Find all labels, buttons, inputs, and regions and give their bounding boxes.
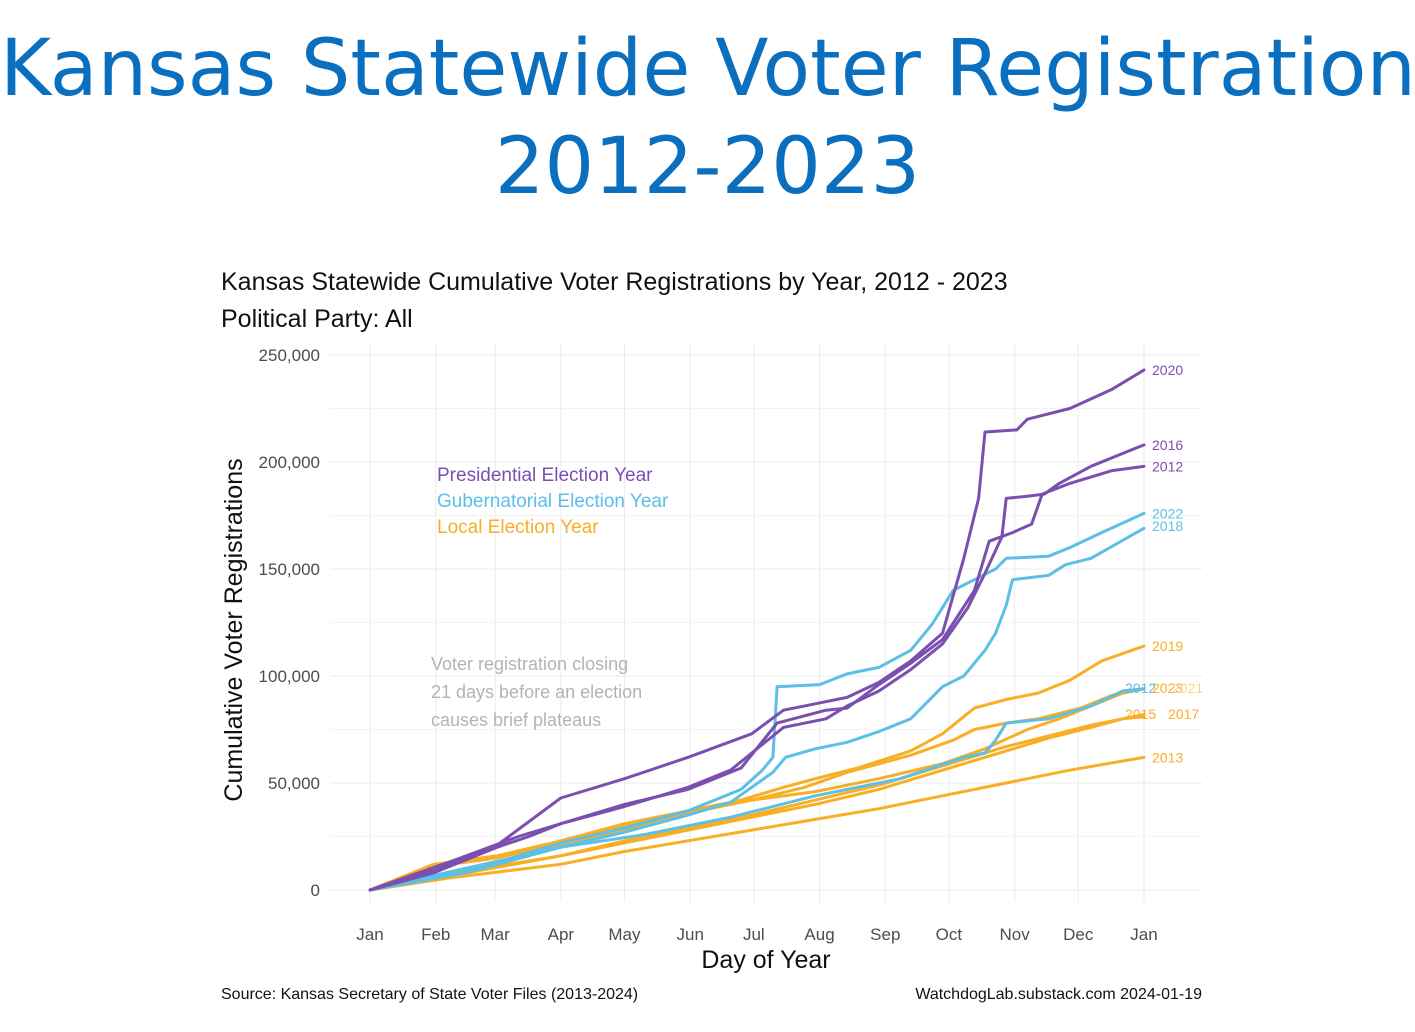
series-end-label: 2012 [1125,680,1156,696]
y-axis-ticks: 0 50,000 100,000 150,000 200,000 250,000 [259,346,320,900]
series-line [368,526,1146,892]
series-line [368,715,1146,892]
series-lines [368,368,1146,892]
credit-note: WatchdogLab.substack.com 2024-01-19 [915,986,1202,1003]
annotation-line: causes brief plateaus [431,710,601,730]
y-tick-label: 50,000 [268,774,320,793]
series-line [368,687,1146,892]
source-note: Source: Kansas Secretary of State Voter … [221,986,638,1003]
x-tick-label: Jan [356,925,383,944]
x-tick-label: Apr [548,925,575,944]
slide-title: Kansas Statewide Voter Registration 2012… [0,20,1415,216]
plateau-annotation: Voter registration closing 21 days before… [431,654,642,730]
chart-title: Kansas Statewide Cumulative Voter Regist… [221,268,1008,296]
y-axis-label: Cumulative Voter Registrations [220,458,248,801]
series-end-label: 2023 [1152,680,1183,696]
series-end-label: 2018 [1152,518,1183,534]
legend: Presidential Election Year Gubernatorial … [437,465,669,538]
series-line [368,687,1146,892]
series-line [368,511,1146,892]
series-end-label: 2021 [1172,680,1203,696]
series-end-label: 2019 [1152,638,1183,654]
series-line [368,687,1146,892]
x-tick-label: Aug [804,925,834,944]
x-tick-label: Jan [1130,925,1157,944]
slide-title-line-2: 2012-2023 [494,122,921,212]
x-tick-label: May [608,925,641,944]
annotation-line: Voter registration closing [431,654,628,674]
series-end-label: 2020 [1152,362,1183,378]
legend-entry: Gubernatorial Election Year [437,491,669,512]
y-tick-label: 250,000 [259,346,320,365]
x-axis-ticks: Jan Feb Mar Apr May Jun Jul Aug Sep Oct Nov Dec Jan [356,925,1157,944]
annotation-line: 21 days before an election [431,682,642,702]
x-tick-label: Feb [421,925,450,944]
series-end-label: 2012 [1152,458,1183,474]
x-tick-label: Dec [1063,925,1094,944]
grid-lines [330,343,1202,902]
slide-title-line-1: Kansas Statewide Voter Registration [0,24,1415,114]
legend-entry: Presidential Election Year [437,465,653,486]
chart-subtitle: Political Party: All [221,305,413,333]
series-line [368,368,1146,892]
y-tick-label: 200,000 [259,453,320,472]
x-tick-label: Oct [936,925,963,944]
y-tick-label: 0 [311,881,320,900]
y-tick-label: 150,000 [259,560,320,579]
series-end-label: 2022 [1152,505,1183,521]
x-tick-label: Jun [676,925,703,944]
x-tick-label: Mar [480,925,510,944]
legend-entry: Local Election Year [437,517,599,538]
x-tick-label: Jul [743,925,765,944]
series-end-label: 2016 [1152,437,1183,453]
series-end-labels: 2020201620122022201820192013201220232021… [1125,362,1203,765]
series-line [368,464,1146,892]
y-tick-label: 100,000 [259,667,320,686]
x-axis-label: Day of Year [701,946,830,974]
series-end-label: 2015 [1125,706,1156,722]
x-tick-label: Nov [1000,925,1031,944]
x-tick-label: Sep [870,925,900,944]
series-end-label: 2017 [1168,706,1199,722]
series-end-label: 2013 [1152,749,1183,765]
series-line [368,755,1146,892]
